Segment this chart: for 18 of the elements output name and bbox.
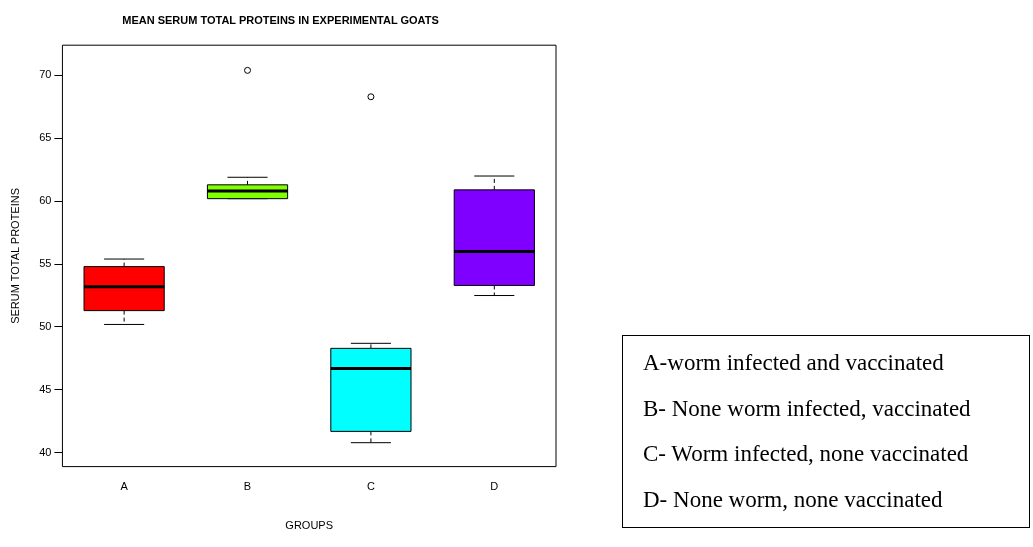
x-axis-title: GROUPS: [285, 519, 334, 532]
text: B- None worm infected, vaccinated: [643, 394, 972, 423]
y-tick-label: 60: [39, 194, 52, 207]
chart-title: MEAN SERUM TOTAL PROTEINS IN EXPERIMENTAL GOATS: [122, 13, 439, 26]
x-tick-label: A: [120, 480, 129, 493]
y-tick-label: 55: [39, 257, 52, 270]
text: C- Worm infected, none vaccinated: [643, 440, 970, 468]
x-tick-label: B: [243, 480, 252, 493]
text: A-worm infected and vaccinated: [643, 349, 945, 377]
y-tick-label: 65: [39, 131, 52, 144]
y-axis-title: SERUM TOTAL PROTEINS: [8, 187, 21, 324]
text: D- None worm, none vaccinated: [643, 485, 944, 514]
x-tick-label: D: [490, 480, 499, 493]
y-tick-label: 70: [39, 68, 52, 81]
y-tick-label: 50: [39, 320, 52, 332]
y-tick-label: 45: [39, 382, 52, 395]
x-tick-label: C: [366, 480, 375, 493]
y-tick-label: 40: [39, 445, 52, 458]
